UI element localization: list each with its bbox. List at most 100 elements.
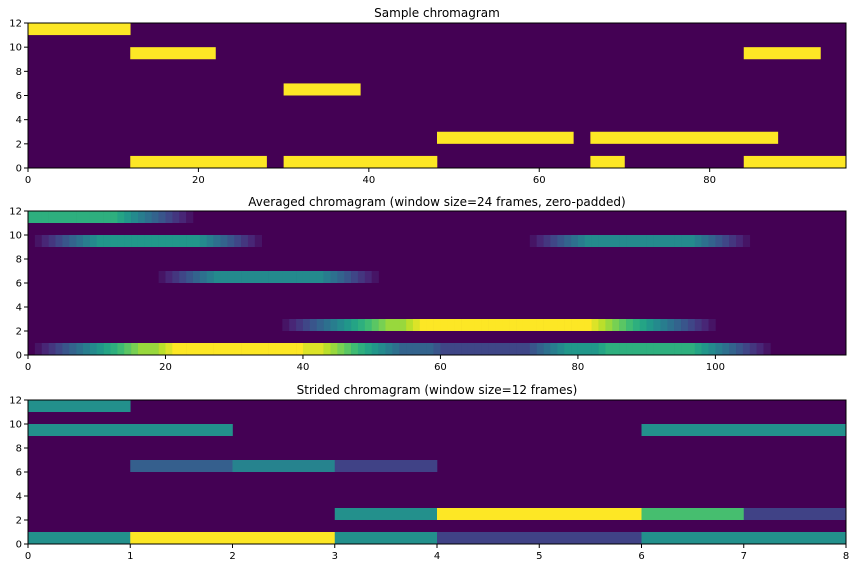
heatmap-cell [323, 271, 331, 283]
chart-title: Averaged chromagram (window size=24 fram… [248, 195, 625, 209]
heatmap-cell [117, 211, 125, 223]
heatmap-cell [34, 211, 43, 223]
heatmap-cell [447, 343, 455, 355]
y-tick-label: 0 [16, 540, 22, 551]
heatmap-cell [220, 343, 228, 355]
heatmap-cell [254, 343, 263, 355]
heatmap-cell [179, 271, 187, 283]
heatmap-cell [330, 319, 338, 331]
heatmap-cell [213, 235, 221, 247]
heatmap-cells [28, 23, 847, 168]
heatmap-cell [461, 343, 469, 355]
heatmap-cell [76, 235, 84, 247]
heatmap-cell [89, 211, 98, 223]
heatmap-cell [62, 235, 70, 247]
heatmap-cell [34, 343, 43, 355]
heatmap-cell [495, 343, 503, 355]
heatmap-cell [130, 155, 267, 168]
heatmap-cell [82, 211, 91, 223]
heatmap-cell [461, 319, 469, 331]
heatmap-cell [584, 319, 592, 331]
heatmap-cell [275, 271, 283, 283]
heatmap-cell [234, 271, 242, 283]
heatmap-cell [516, 343, 524, 355]
x-tick-label: 40 [297, 362, 310, 373]
plot-background [28, 211, 846, 355]
heatmap-cell [172, 343, 180, 355]
heatmap-cell [131, 235, 139, 247]
heatmap-cell [743, 508, 847, 520]
heatmap-cell [334, 460, 438, 472]
x-tick-label: 0 [25, 551, 31, 562]
heatmap-cell [474, 319, 482, 331]
heatmap-cell [641, 424, 847, 436]
heatmap-cell [543, 343, 551, 355]
heatmap-cell [206, 343, 214, 355]
heatmap-cell [399, 343, 407, 355]
heatmap-cell [62, 211, 70, 223]
heatmap-cell [612, 319, 620, 331]
heatmap-cell [626, 319, 634, 331]
heatmap-cell [283, 83, 361, 96]
heatmap-cell [334, 532, 438, 544]
heatmap-cells [28, 211, 771, 355]
heatmap-cell [708, 235, 716, 247]
heatmap-cell [69, 343, 77, 355]
heatmap-cell [268, 343, 276, 355]
heatmap-cell [227, 271, 235, 283]
heatmap-cell [261, 343, 269, 355]
heatmap-cell [736, 343, 744, 355]
heatmap-cell [660, 319, 668, 331]
heatmap-cell [729, 343, 737, 355]
heatmap-cell [419, 319, 427, 331]
heatmap-cell [28, 400, 131, 412]
heatmap-cell [282, 319, 290, 331]
heatmap-cell [605, 235, 613, 247]
heatmap-cell [529, 343, 537, 355]
heatmap-cell [309, 319, 318, 331]
heatmap-cell [131, 211, 139, 223]
heatmap-cell [165, 211, 173, 223]
heatmap-cell [351, 271, 359, 283]
heatmap-cell [646, 235, 654, 247]
heatmap-cell [96, 343, 104, 355]
heatmap-cell [550, 235, 558, 247]
heatmap-cell [96, 235, 104, 247]
heatmap-cell [516, 319, 524, 331]
y-tick-label: 6 [16, 91, 22, 102]
heatmap-cell [708, 343, 716, 355]
heatmap-cell [241, 271, 249, 283]
heatmap-cell [543, 235, 551, 247]
heatmap-cell [529, 319, 537, 331]
heatmap-cell [419, 343, 427, 355]
heatmap-cell [598, 235, 606, 247]
heatmap-cell [330, 271, 338, 283]
x-tick-label: 1 [127, 551, 133, 562]
heatmap-cell [89, 343, 98, 355]
heatmap-cell [722, 235, 730, 247]
x-tick-label: 80 [572, 362, 585, 373]
x-tick-label: 5 [536, 551, 542, 562]
heatmap-cell [612, 235, 620, 247]
heatmap-cell [426, 343, 434, 355]
heatmap-cell [275, 343, 283, 355]
heatmap-cell [186, 235, 194, 247]
heatmap-cell [694, 343, 702, 355]
heatmap-cell [632, 319, 641, 331]
heatmap-cell [681, 319, 689, 331]
heatmap-cell [522, 319, 531, 331]
heatmap-cell [296, 271, 304, 283]
heatmap-cell [440, 343, 448, 355]
heatmap-cell [536, 235, 544, 247]
heatmap-cell [536, 319, 544, 331]
heatmap-cell [344, 271, 352, 283]
heatmap-cell [502, 343, 510, 355]
heatmap-cell [467, 319, 476, 331]
heatmap-cell [344, 343, 352, 355]
y-tick-label: 12 [9, 19, 22, 30]
heatmap-cell [632, 343, 641, 355]
heatmap-cell [124, 211, 132, 223]
heatmap-cell [529, 235, 537, 247]
heatmap-cell [289, 319, 297, 331]
